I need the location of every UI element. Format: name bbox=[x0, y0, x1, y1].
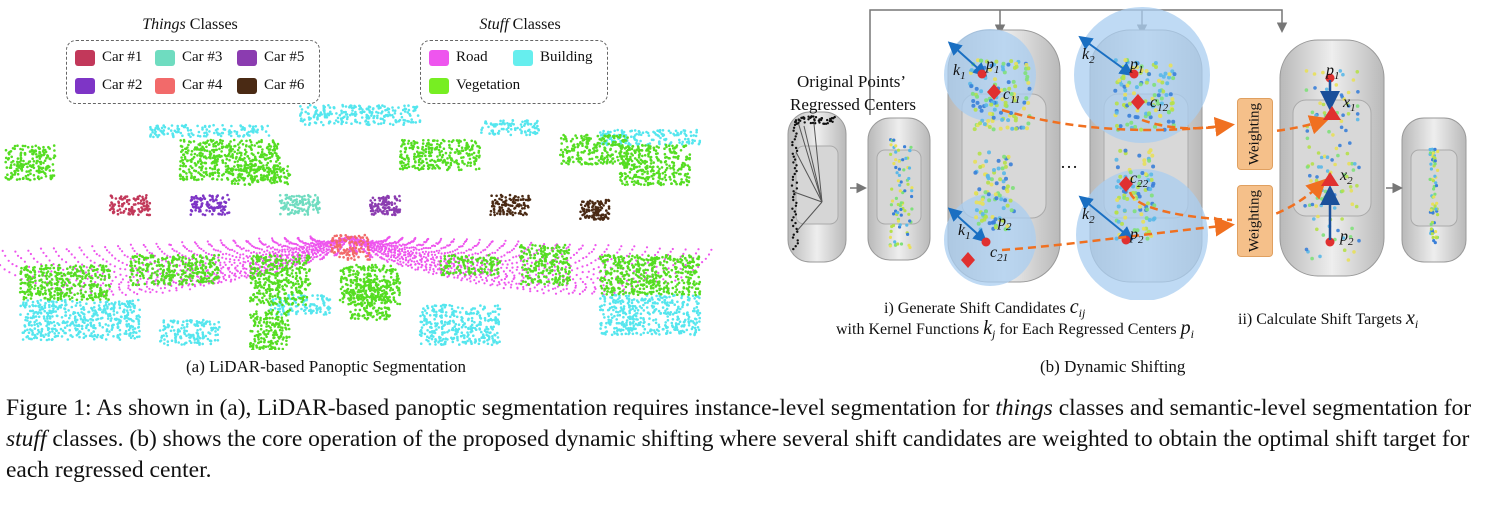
label-k1-top: k1 bbox=[953, 62, 966, 83]
legend-item-vegetation: Vegetation bbox=[429, 77, 520, 94]
car3-swatch bbox=[155, 49, 175, 66]
vegetation-swatch bbox=[429, 77, 449, 94]
vegetation-points bbox=[4, 133, 702, 350]
car4-swatch bbox=[155, 77, 175, 94]
stuff-legend-title: Stuff Classes bbox=[479, 16, 561, 33]
car-points bbox=[108, 193, 611, 261]
orig-label-2: Regressed Centers bbox=[790, 95, 917, 114]
step2-label: ii) Calculate Shift Targets xi bbox=[1238, 307, 1419, 332]
car1-swatch bbox=[75, 49, 95, 66]
final-points bbox=[1428, 147, 1440, 245]
legend-item-car1: Car #1 bbox=[75, 49, 142, 66]
weighting-box-1: Weighting bbox=[1237, 98, 1273, 170]
orig-label-1: Original Points’ bbox=[797, 72, 907, 91]
candidate-diamonds bbox=[961, 84, 1145, 268]
figure-caption: Figure 1: As shown in (a), LiDAR-based p… bbox=[6, 395, 1472, 483]
label-p1-a: p1 bbox=[986, 56, 1000, 77]
label-p2-b: p2 bbox=[1130, 226, 1144, 247]
building-points bbox=[19, 103, 702, 347]
legend-item-road: Road bbox=[429, 49, 488, 66]
car-original bbox=[787, 111, 847, 263]
car-regressed bbox=[867, 117, 931, 261]
road-swatch bbox=[429, 49, 449, 66]
legend-item-car4: Car #4 bbox=[155, 77, 222, 94]
building-swatch bbox=[513, 49, 533, 66]
legend-item-car5: Car #5 bbox=[237, 49, 304, 66]
lidar-pointcloud bbox=[0, 103, 713, 350]
label-x1: x1 bbox=[1343, 94, 1356, 115]
label-c11: c11 bbox=[1003, 86, 1021, 107]
things-legend: Car #1 Car #3 Car #5 Car #2 Car #4 Car #… bbox=[66, 40, 320, 104]
car-final bbox=[1401, 117, 1467, 263]
legend-item-car2: Car #2 bbox=[75, 77, 142, 94]
label-k1-bottom: k1 bbox=[958, 222, 971, 243]
ellipsis: … bbox=[1060, 152, 1078, 172]
legend-item-car6: Car #6 bbox=[237, 77, 304, 94]
shift-targets bbox=[1320, 80, 1341, 240]
step1-line1: i) Generate Shift Candidates cij bbox=[884, 296, 1086, 321]
legend-item-car3: Car #3 bbox=[155, 49, 222, 66]
label-p2-c: p2 bbox=[1340, 228, 1354, 249]
sub-caption-b: (b) Dynamic Shifting bbox=[1040, 357, 1186, 376]
sub-caption-a: (a) LiDAR-based Panoptic Segmentation bbox=[186, 357, 466, 376]
label-k2-top: k2 bbox=[1082, 46, 1095, 67]
things-legend-title: Things Classes bbox=[142, 16, 238, 33]
legend-item-building: Building bbox=[513, 49, 593, 66]
dynamic-shifting-diagram bbox=[787, 7, 1467, 300]
original-points bbox=[790, 115, 836, 251]
kernel-arrows bbox=[947, 35, 1134, 243]
step1-line2: with Kernel Functions kj for Each Regres… bbox=[836, 317, 1194, 342]
label-x2: x2 bbox=[1340, 167, 1353, 188]
label-c12: c12 bbox=[1150, 94, 1169, 115]
car6-swatch bbox=[237, 77, 257, 94]
label-p1-b: p1 bbox=[1130, 56, 1144, 77]
stuff-legend: Road Building Vegetation bbox=[420, 40, 608, 104]
label-p1-c: p1 bbox=[1326, 62, 1340, 83]
car5-swatch bbox=[237, 49, 257, 66]
label-k2-bottom: k2 bbox=[1082, 206, 1095, 227]
regressed-points bbox=[888, 138, 914, 250]
label-c21: c21 bbox=[990, 244, 1009, 265]
car2-swatch bbox=[75, 77, 95, 94]
weighting-box-2: Weighting bbox=[1237, 185, 1273, 257]
label-c22: c22 bbox=[1130, 170, 1149, 191]
label-p2-a: p2 bbox=[998, 213, 1012, 234]
